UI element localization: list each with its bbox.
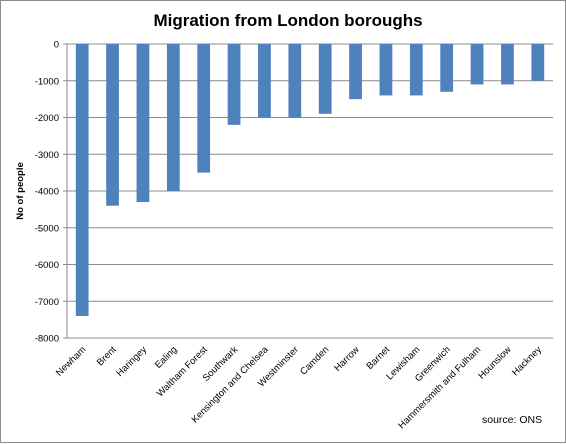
y-tick-labels: 0 -1000 -2000 -3000 -4000 -5000 -6000 -7000 -800… bbox=[35, 40, 59, 345]
y-tick-label: -8000 bbox=[35, 334, 59, 345]
category-label: Hackney bbox=[510, 344, 544, 378]
category-label: Barnet bbox=[364, 344, 392, 372]
chart-title: Migration from London boroughs bbox=[153, 11, 422, 30]
category-label: Camden bbox=[298, 344, 331, 377]
bar bbox=[75, 44, 89, 316]
bar bbox=[440, 44, 454, 92]
bar bbox=[197, 44, 211, 173]
category-label: Brent bbox=[95, 344, 119, 368]
bar bbox=[106, 44, 119, 206]
bar bbox=[258, 44, 271, 118]
bar bbox=[379, 44, 393, 96]
bar bbox=[501, 44, 514, 85]
y-tick-label: -5000 bbox=[35, 223, 59, 234]
y-tick-label: 0 bbox=[54, 40, 59, 51]
category-label: Hounslow bbox=[476, 344, 513, 381]
bar bbox=[136, 44, 150, 203]
y-tick-label: -7000 bbox=[35, 297, 59, 308]
bar bbox=[166, 44, 180, 191]
bar bbox=[288, 44, 302, 118]
category-label: Haringey bbox=[114, 344, 149, 379]
category-label: Newham bbox=[54, 344, 88, 378]
bar bbox=[227, 44, 241, 125]
bar bbox=[318, 44, 332, 114]
y-tick-label: -6000 bbox=[35, 260, 59, 271]
y-tick-label: -1000 bbox=[35, 76, 59, 87]
bar bbox=[470, 44, 484, 85]
source-note: source: ONS bbox=[482, 414, 542, 426]
grid-lines bbox=[63, 43, 553, 339]
bar bbox=[409, 44, 423, 96]
bar bbox=[531, 44, 545, 81]
y-tick-label: -4000 bbox=[35, 187, 59, 198]
category-label: Harrow bbox=[332, 344, 362, 374]
y-axis-label: No of people bbox=[15, 162, 26, 220]
y-tick-label: -3000 bbox=[35, 150, 59, 161]
bars bbox=[75, 44, 545, 316]
y-tick-label: -2000 bbox=[35, 113, 59, 124]
bar bbox=[349, 44, 362, 100]
category-label: Ealing bbox=[153, 344, 179, 370]
